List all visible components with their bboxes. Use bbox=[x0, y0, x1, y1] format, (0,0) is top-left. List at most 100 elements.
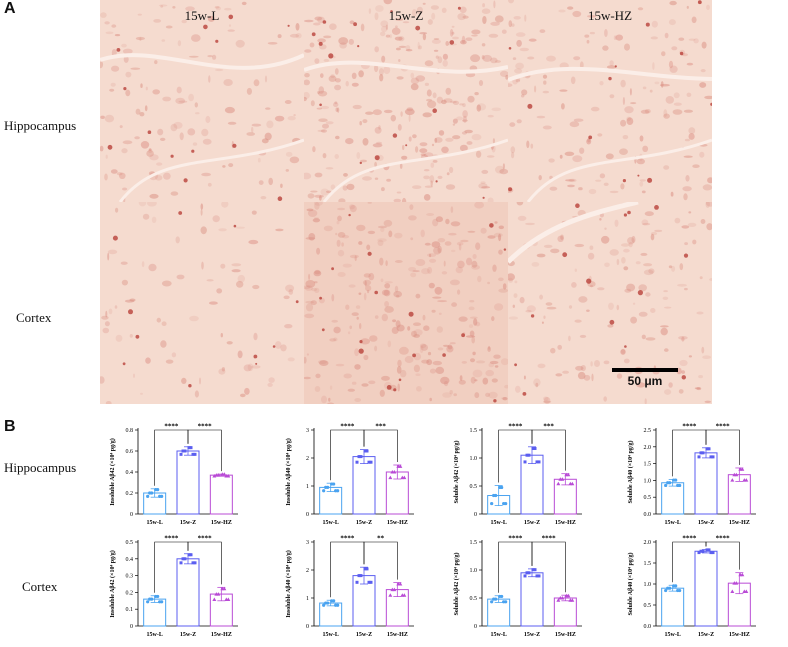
stained-deposit bbox=[442, 353, 446, 357]
tissue-texture bbox=[383, 289, 391, 297]
tissue-texture bbox=[457, 260, 465, 269]
data-point bbox=[193, 561, 197, 565]
tissue-texture bbox=[237, 274, 245, 283]
tissue-texture bbox=[669, 65, 678, 73]
x-tick-label: 15w-Z bbox=[524, 520, 540, 526]
y-tick-label: 0 bbox=[130, 512, 133, 518]
significance-bracket bbox=[187, 541, 222, 585]
tissue-texture bbox=[410, 272, 417, 278]
tissue-texture bbox=[579, 334, 587, 338]
tissue-texture bbox=[499, 168, 508, 175]
tissue-texture bbox=[424, 82, 429, 86]
tissue-texture bbox=[668, 265, 673, 269]
data-point bbox=[697, 455, 701, 459]
stained-deposit bbox=[128, 309, 133, 315]
tissue-texture bbox=[311, 287, 318, 292]
tissue-texture bbox=[393, 290, 402, 298]
tissue-texture bbox=[487, 114, 494, 118]
data-point bbox=[523, 574, 527, 578]
tissue-texture bbox=[498, 277, 504, 282]
tissue-texture bbox=[343, 373, 352, 379]
stained-deposit bbox=[178, 211, 183, 215]
tissue-texture bbox=[470, 54, 481, 63]
tissue-texture bbox=[568, 305, 573, 309]
tissue-texture bbox=[652, 62, 655, 70]
x-tick-label: 15w-Z bbox=[698, 632, 714, 638]
tissue-texture bbox=[546, 55, 556, 62]
tissue-texture bbox=[543, 315, 546, 319]
tissue-texture bbox=[408, 114, 411, 123]
tissue-texture bbox=[423, 175, 430, 180]
tissue-texture bbox=[214, 6, 220, 9]
tissue-texture bbox=[674, 217, 681, 224]
tissue-texture bbox=[654, 81, 660, 85]
significance-bracket bbox=[705, 429, 740, 465]
tissue-texture bbox=[620, 349, 626, 355]
tissue-texture bbox=[501, 29, 507, 34]
bar-15w-Z bbox=[520, 454, 544, 515]
tissue-texture bbox=[412, 134, 417, 139]
tissue-texture bbox=[435, 366, 445, 374]
tissue-texture bbox=[140, 83, 143, 88]
data-point bbox=[707, 548, 711, 552]
tissue-texture bbox=[419, 142, 428, 147]
tissue-fissure bbox=[304, 60, 508, 74]
x-tick-label: 15w-L bbox=[490, 632, 506, 638]
y-axis-label: Insoluble Aβ42 (×10⁴ pg/g) bbox=[109, 550, 116, 618]
tissue-texture bbox=[504, 384, 508, 389]
stained-deposit bbox=[359, 340, 363, 344]
tissue-texture bbox=[192, 142, 198, 146]
tissue-texture bbox=[142, 213, 150, 220]
tissue-texture bbox=[559, 89, 568, 92]
tissue-texture bbox=[557, 344, 562, 350]
tissue-texture bbox=[602, 45, 609, 51]
chart-cortex-insoluble-abeta42: Insoluble Aβ42 (×10⁴ pg/g) 0 0.1 0.2 0.3 0.4 0… bbox=[109, 535, 238, 638]
bar-15w-L bbox=[661, 587, 685, 627]
stained-deposit bbox=[647, 177, 653, 183]
tissue-texture bbox=[476, 360, 486, 364]
tissue-texture bbox=[312, 146, 316, 153]
stained-deposit bbox=[482, 196, 485, 199]
tissue-texture bbox=[383, 219, 393, 227]
tissue-texture bbox=[386, 178, 391, 182]
stained-deposit bbox=[318, 41, 323, 46]
tissue-texture bbox=[624, 43, 630, 51]
significance-label: *** bbox=[375, 423, 386, 431]
tissue-texture bbox=[383, 109, 393, 114]
chart-cortex-insoluble-abeta40: Insoluble Aβ40 (×10⁴ pg/g) 0 1 2 3 15w-L 15w-Z… bbox=[285, 535, 414, 638]
y-axis-label: Soluble Aβ40 (×10⁴ pg/g) bbox=[627, 441, 634, 504]
tissue-texture bbox=[495, 165, 505, 174]
x-tick-label: 15w-HZ bbox=[555, 520, 576, 526]
tissue-texture bbox=[517, 215, 527, 221]
bar-15w-Z bbox=[176, 450, 200, 515]
tissue-texture bbox=[427, 19, 433, 25]
tissue-texture bbox=[177, 40, 182, 47]
tissue-texture bbox=[161, 280, 172, 287]
data-point bbox=[740, 572, 745, 577]
tissue-texture bbox=[421, 359, 430, 364]
stained-deposit bbox=[319, 296, 322, 300]
data-point bbox=[537, 460, 541, 464]
data-point bbox=[525, 453, 529, 457]
tissue-texture bbox=[221, 202, 229, 208]
tissue-background bbox=[100, 202, 304, 404]
tissue-texture bbox=[640, 109, 650, 114]
tissue-texture bbox=[505, 74, 508, 80]
tissue-texture bbox=[329, 338, 337, 342]
tissue-texture bbox=[392, 319, 397, 323]
tissue-texture bbox=[410, 77, 420, 85]
tissue-texture bbox=[698, 375, 703, 379]
tissue-texture bbox=[351, 72, 357, 80]
micrograph-grid: 15w-L 15w-Z 15w-HZ bbox=[100, 0, 712, 404]
data-point bbox=[490, 501, 494, 506]
tissue-texture bbox=[624, 106, 634, 114]
tissue-fissure bbox=[526, 138, 712, 202]
tissue-texture bbox=[237, 350, 243, 359]
tissue-texture bbox=[428, 282, 435, 289]
stained-deposit bbox=[624, 345, 627, 348]
tissue-texture bbox=[635, 261, 641, 265]
tissue-texture bbox=[384, 283, 391, 289]
tissue-texture bbox=[579, 147, 585, 154]
data-point bbox=[490, 600, 494, 604]
tissue-texture bbox=[626, 283, 636, 292]
